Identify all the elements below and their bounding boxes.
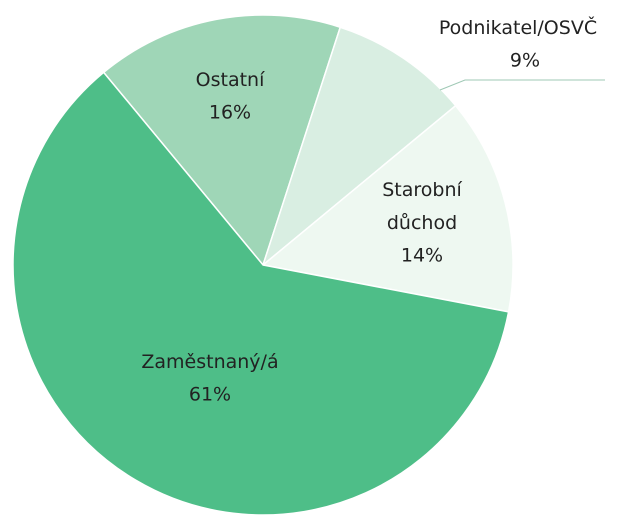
slice-value: 14%: [401, 245, 443, 267]
slice-label: Ostatní: [196, 69, 265, 91]
slice-label: Podnikatel/OSVČ: [439, 15, 597, 39]
pie-slice: [261, 104, 514, 313]
slice-label: Zaměstnaný/á: [141, 351, 278, 373]
slice-value: 61%: [189, 384, 231, 406]
slice-value: 9%: [510, 50, 540, 72]
leader-line: [439, 79, 605, 91]
pie-slice: [261, 26, 457, 268]
pie-slice: [102, 14, 342, 267]
slice-label: Starobní důchod: [382, 179, 462, 234]
pie-slice: [12, 71, 510, 516]
slice-value: 16%: [209, 102, 251, 124]
